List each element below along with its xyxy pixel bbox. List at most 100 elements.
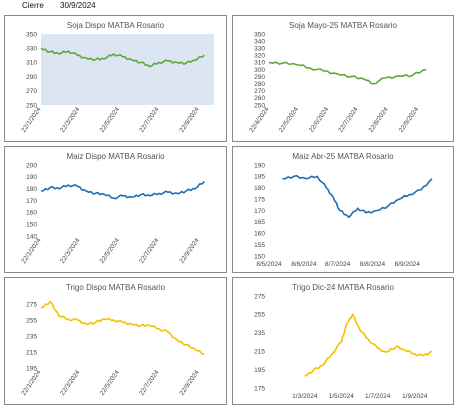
- series-line: [40, 47, 205, 68]
- y-tick-label: 250: [254, 102, 265, 109]
- x-tick-label: 22/9/2024: [178, 237, 201, 265]
- y-tick-label: 260: [254, 95, 265, 102]
- chart-svg: Maiz Dispo MATBA Rosario 140 150 160 170 180 1…: [20, 152, 205, 265]
- y-tick-label: 270: [254, 88, 265, 95]
- x-tick-label: 1/3/2024: [292, 393, 318, 400]
- x-tick-label: 1/5/2024: [329, 393, 355, 400]
- y-tick-label: 195: [254, 367, 265, 374]
- x-tick-label: 8/5/2024: [256, 261, 282, 268]
- y-tick-label: 180: [26, 186, 37, 193]
- x-tick-label: 22/7/2024: [138, 369, 161, 397]
- plot-area: [41, 34, 214, 105]
- x-tick-label: 22/9/2024: [398, 106, 421, 134]
- chart-title: Soja Mayo-25 MATBA Rosario: [289, 21, 397, 30]
- x-tick-label: 1/9/2024: [402, 393, 428, 400]
- y-tick-label: 160: [26, 210, 37, 217]
- y-tick-label: 275: [254, 293, 265, 300]
- x-tick-label: 22/5/2024: [278, 106, 301, 134]
- chart-maiz-abr25: Maiz Abr-25 MATBA Rosario 150 155 160 165 170…: [232, 146, 454, 273]
- x-tick-label: 8/8/2024: [360, 261, 386, 268]
- y-tick-label: 250: [26, 102, 37, 109]
- y-tick-label: 270: [26, 88, 37, 95]
- y-tick-label: 150: [254, 253, 265, 260]
- chart-title: Trigo Dispo MATBA Rosario: [66, 283, 166, 292]
- y-tick-label: 165: [254, 219, 265, 226]
- chart-soja-dispo: Soja Dispo MATBA Rosario 250 270 290 310 330 3…: [4, 15, 227, 142]
- y-tick-label: 340: [254, 38, 265, 45]
- series-line: [40, 181, 205, 200]
- series-line: [268, 61, 427, 85]
- x-tick-label: 22/3/2024: [59, 369, 82, 397]
- x-tick-label: 22/8/2024: [368, 106, 391, 134]
- chart-svg: Trigo Dispo MATBA Rosario 195 215 235 255 275…: [20, 283, 205, 397]
- x-tick-label: 22/9/2024: [178, 369, 201, 397]
- y-tick-label: 320: [254, 53, 265, 60]
- y-tick-label: 190: [26, 174, 37, 181]
- y-tick-label: 140: [26, 233, 37, 240]
- x-tick-label: 22/5/2024: [99, 369, 122, 397]
- x-tick-label: 22/3/2024: [59, 237, 82, 265]
- x-tick-label: 22/3/2024: [59, 106, 82, 134]
- y-tick-label: 190: [254, 162, 265, 169]
- x-tick-label: 8/7/2024: [325, 261, 351, 268]
- y-tick-label: 290: [254, 74, 265, 81]
- x-tick-label: 22/1/2024: [20, 369, 43, 397]
- x-tick-label: 22/7/2024: [138, 106, 161, 134]
- y-tick-label: 175: [254, 196, 265, 203]
- y-tick-label: 155: [254, 242, 265, 249]
- y-tick-label: 310: [26, 60, 37, 67]
- y-tick-label: 215: [26, 349, 37, 356]
- report-header: Cierre 30/9/2024: [22, 1, 110, 10]
- y-tick-label: 255: [254, 312, 265, 319]
- header-date: 30/9/2024: [60, 1, 96, 10]
- y-tick-label: 350: [26, 31, 37, 38]
- y-tick-label: 275: [26, 301, 37, 308]
- x-tick-label: 22/4/2024: [248, 106, 271, 134]
- y-tick-label: 175: [254, 385, 265, 392]
- chart-trigo-dispo: Trigo Dispo MATBA Rosario 195 215 235 255 275…: [4, 277, 227, 405]
- y-tick-label: 255: [26, 317, 37, 324]
- x-tick-label: 22/1/2024: [20, 106, 43, 134]
- y-tick-label: 330: [26, 46, 37, 53]
- chart-title: Maiz Abr-25 MATBA Rosario: [292, 152, 394, 161]
- y-tick-label: 310: [254, 60, 265, 67]
- y-tick-label: 290: [26, 74, 37, 81]
- y-tick-label: 215: [254, 349, 265, 356]
- y-tick-label: 170: [26, 198, 37, 205]
- series-line: [40, 300, 205, 356]
- chart-svg: Soja Dispo MATBA Rosario 250 270 290 310 330 3…: [20, 21, 214, 134]
- y-tick-label: 195: [26, 365, 37, 372]
- series-line: [304, 313, 433, 377]
- y-tick-label: 160: [254, 231, 265, 238]
- x-tick-label: 8/9/2024: [395, 261, 421, 268]
- chart-title: Maiz Dispo MATBA Rosario: [66, 152, 165, 161]
- x-tick-label: 22/5/2024: [99, 106, 122, 134]
- y-tick-label: 330: [254, 46, 265, 53]
- x-tick-label: 22/7/2024: [138, 237, 161, 265]
- series-line: [282, 174, 433, 219]
- x-tick-label: 22/9/2024: [178, 106, 201, 134]
- chart-maiz-dispo: Maiz Dispo MATBA Rosario 140 150 160 170 180 1…: [4, 146, 227, 273]
- y-tick-label: 235: [254, 330, 265, 337]
- y-tick-label: 170: [254, 208, 265, 215]
- y-tick-label: 185: [254, 174, 265, 181]
- chart-svg: Soja Mayo-25 MATBA Rosario 25026027028029…: [248, 21, 427, 134]
- x-tick-label: 8/6/2024: [291, 261, 317, 268]
- chart-soja-mayo25: Soja Mayo-25 MATBA Rosario 250 260 270 280 29…: [232, 15, 454, 142]
- y-tick-label: 150: [26, 221, 37, 228]
- x-tick-label: 22/1/2024: [20, 237, 43, 265]
- chart-trigo-dic24: Trigo Dic-24 MATBA Rosario 175 195 215 235 25…: [232, 277, 454, 405]
- y-tick-label: 280: [254, 81, 265, 88]
- y-tick-label: 235: [26, 333, 37, 340]
- y-tick-label: 300: [254, 67, 265, 74]
- y-tick-label: 350: [254, 31, 265, 38]
- chart-svg: Trigo Dic-24 MATBA Rosario 175 195 215 235 25…: [254, 283, 433, 400]
- x-tick-label: 22/7/2024: [337, 106, 360, 134]
- y-tick-label: 200: [26, 162, 37, 169]
- x-tick-label: 1/7/2024: [365, 393, 391, 400]
- header-label: Cierre: [22, 1, 44, 10]
- x-tick-label: 22/5/2024: [99, 237, 122, 265]
- chart-title: Trigo Dic-24 MATBA Rosario: [292, 283, 394, 292]
- chart-title: Soja Dispo MATBA Rosario: [67, 21, 165, 30]
- chart-svg: Maiz Abr-25 MATBA Rosario 150 155 160 165 170…: [254, 152, 433, 268]
